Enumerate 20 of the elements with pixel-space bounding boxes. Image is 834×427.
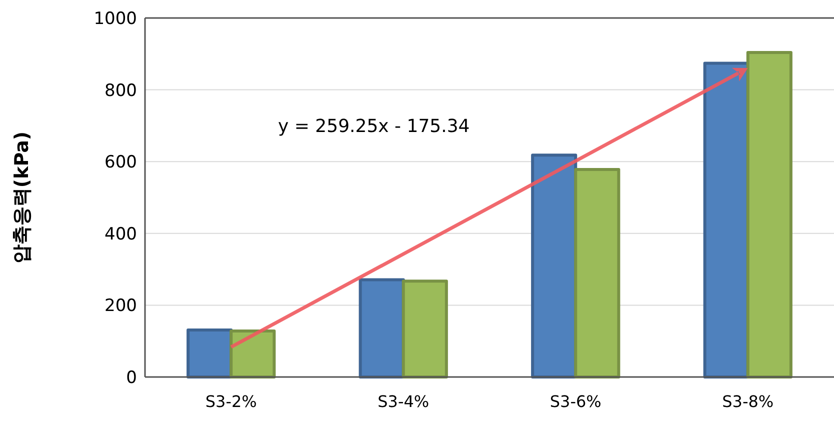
bar: [402, 280, 448, 378]
bar: [230, 330, 276, 378]
bar: [358, 278, 405, 378]
x-tick-label: S3-4%: [378, 392, 430, 411]
y-tick-label: 1000: [94, 8, 137, 29]
x-tick-label: S3-2%: [205, 392, 257, 411]
bar: [186, 328, 233, 378]
y-axis-title: 압축응력(kPa): [11, 131, 33, 264]
bar: [574, 168, 620, 378]
y-tick-label: 400: [104, 224, 137, 244]
bar: [531, 154, 578, 378]
y-tick-label: 0: [126, 368, 137, 388]
y-tick-label: 200: [104, 296, 137, 316]
y-tick-label: 600: [104, 152, 137, 173]
bar: [703, 62, 750, 378]
x-tick-label: S3-6%: [550, 392, 602, 411]
x-tick-label: S3-8%: [722, 392, 774, 411]
annotation: y = 259.25x - 175.34: [278, 116, 470, 137]
y-tick-label: 800: [104, 80, 137, 101]
bar: [746, 50, 792, 378]
